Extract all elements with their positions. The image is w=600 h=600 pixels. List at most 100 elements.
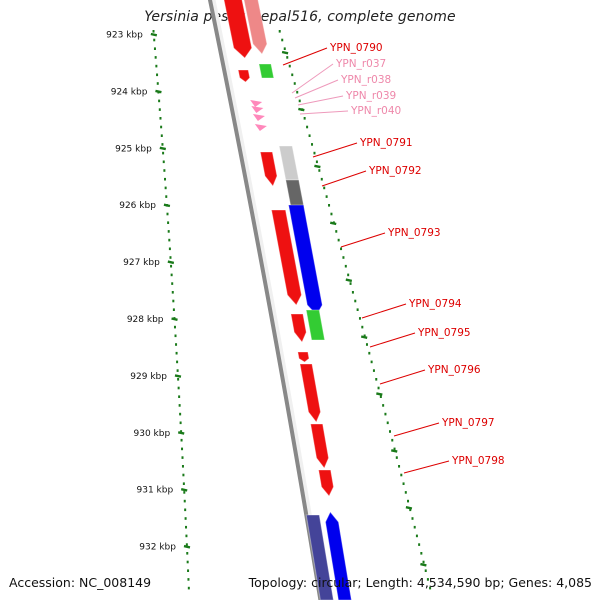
scale-dot <box>154 56 157 59</box>
scale-dot <box>365 343 368 346</box>
gene-arrow <box>270 209 302 306</box>
gene-arrow <box>259 151 278 187</box>
gene-arrow <box>305 514 334 600</box>
scale-dot <box>180 430 183 433</box>
gene-label: YPN_r037 <box>335 58 386 70</box>
gene-label: YPN_0791 <box>359 137 413 149</box>
gene-outline <box>305 309 326 341</box>
scale-dot <box>173 325 176 329</box>
scale-dot <box>422 560 425 564</box>
scale-dot <box>183 491 186 494</box>
gene-outline <box>290 313 307 343</box>
scale-dot <box>370 360 373 364</box>
scale-dot <box>395 456 398 459</box>
scale-dot <box>296 90 299 94</box>
gene-body <box>279 146 299 180</box>
scale-dot <box>181 465 184 468</box>
scale-dot <box>278 30 281 33</box>
scale-dot <box>184 517 187 520</box>
scale-dot <box>311 143 314 146</box>
scale-dot <box>342 256 345 259</box>
kbp-tick-mark <box>159 146 167 151</box>
scale-dot <box>177 378 180 381</box>
scale-dot <box>303 117 306 120</box>
scale-dot <box>424 569 427 572</box>
scale-dot <box>163 169 166 172</box>
left-scale-line <box>152 30 190 590</box>
kbp-label: 925 kbp <box>115 144 152 154</box>
gene-label: YPN_0795 <box>417 327 471 339</box>
scale-tick-mark <box>314 164 321 169</box>
scale-dot <box>298 99 301 103</box>
scale-dot <box>158 108 161 111</box>
scale-dot <box>182 473 185 477</box>
scale-dot <box>162 160 165 164</box>
gene-outline <box>223 0 253 59</box>
scale-tick-mark <box>390 449 398 453</box>
scale-dot <box>167 221 170 224</box>
scale-dot <box>313 151 316 155</box>
scale-dot <box>177 386 180 390</box>
gene-arrow <box>290 313 307 343</box>
gene-body <box>299 364 321 422</box>
scale-dot <box>171 291 174 294</box>
gene-outline <box>324 511 352 600</box>
gene-body <box>243 0 267 54</box>
gene-body <box>306 515 334 600</box>
scale-dot <box>393 447 396 451</box>
scale-dot <box>187 586 190 590</box>
scale-dot <box>152 30 155 33</box>
scale-dot <box>361 325 364 329</box>
rna-gene-mark <box>250 100 263 107</box>
scale-dot <box>377 386 380 390</box>
scale-dot <box>328 204 331 207</box>
scale-dot <box>375 378 378 381</box>
kbp-label: 926 kbp <box>119 201 156 211</box>
gene-arrow <box>299 363 322 423</box>
scale-dot <box>170 264 173 268</box>
kbp-ticks: 923 kbp 924 kbp 925 kbp 926 kbp 927 kbp 928 k… <box>106 31 191 553</box>
scale-dot <box>176 369 179 372</box>
scale-dot <box>161 143 164 146</box>
scale-dot <box>184 508 187 512</box>
gene-label: YPN_0790 <box>329 42 383 54</box>
scale-dot <box>402 482 405 485</box>
kbp-tick-mark <box>177 431 185 435</box>
kbp-label: 923 kbp <box>106 31 143 41</box>
scale-dot <box>281 38 284 42</box>
scale-dot <box>283 47 286 50</box>
scale-tick-mark <box>376 392 383 396</box>
gene-label: YPN_0798 <box>451 455 505 467</box>
scale-tick-mark <box>405 506 413 510</box>
scale-dot <box>323 186 326 190</box>
scale-tick-mark <box>360 335 368 339</box>
scale-dot <box>420 552 423 555</box>
kbp-label: 930 kbp <box>134 429 171 439</box>
scale-tick-mark <box>420 562 427 567</box>
scale-dot <box>384 412 387 416</box>
scale-dot <box>351 291 354 294</box>
scale-dot <box>165 195 168 198</box>
kbp-tick-mark <box>155 89 162 94</box>
scale-dot <box>354 299 357 303</box>
scale-dot <box>386 421 389 425</box>
scale-dot <box>178 395 181 398</box>
gene-body <box>223 0 252 58</box>
scale-dot <box>181 456 184 459</box>
kbp-tick-mark <box>183 544 191 549</box>
scale-dot <box>413 525 416 529</box>
scale-dot <box>171 282 174 285</box>
scale-dot <box>159 117 162 120</box>
scale-dot <box>175 343 178 346</box>
scale-dot <box>178 404 181 407</box>
gene-arrow <box>324 511 352 600</box>
gene-arrow <box>318 469 335 497</box>
scale-dot <box>347 273 350 277</box>
scale-dot <box>176 360 179 364</box>
scale-dot <box>156 73 159 77</box>
scale-dot <box>181 447 184 451</box>
kbp-tick-mark <box>171 317 178 321</box>
scale-dot <box>179 421 182 425</box>
gene-label: YPN_r040 <box>350 105 401 117</box>
scale-dot <box>170 273 173 277</box>
